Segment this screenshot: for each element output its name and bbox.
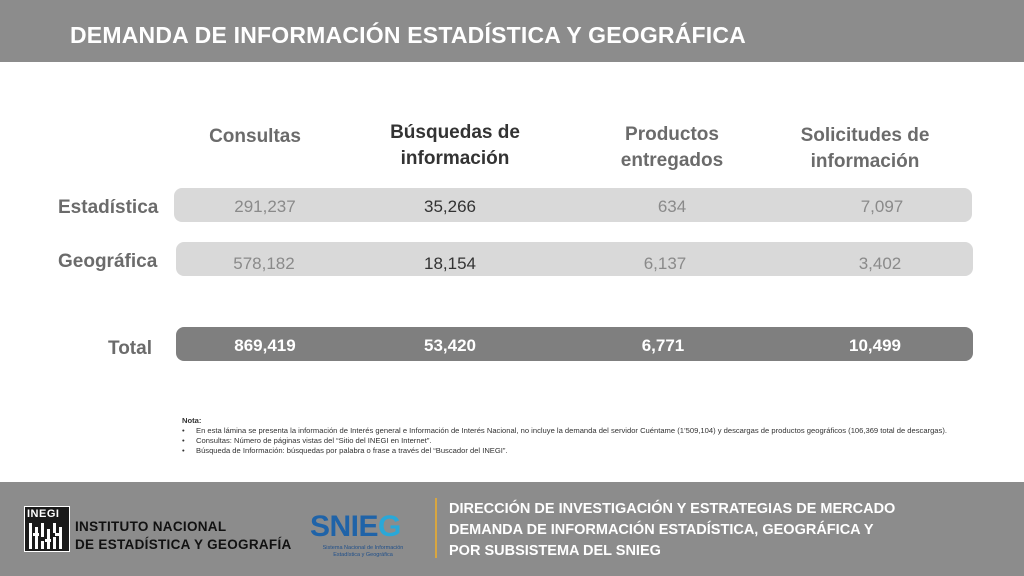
table-cell: 634 (657, 197, 687, 216)
table-cell-total: 53,420 (424, 336, 476, 355)
footer-text: DIRECCIÓN DE INVESTIGACIÓN Y ESTRATEGIAS… (449, 499, 895, 562)
column-header-solicitudes: Solicitudes de información (775, 123, 955, 175)
column-header-line: Consultas (209, 126, 301, 147)
inegi-name: INSTITUTO NACIONAL DE ESTADÍSTICA Y GEOG… (75, 518, 292, 554)
table-row-estadistica (174, 188, 972, 222)
table-cell: 578,182 (233, 254, 295, 273)
table-cell: 35,266 (424, 197, 476, 216)
note-item: Búsqueda de Información: búsquedas por p… (182, 446, 952, 456)
header-bar: DEMANDA DE INFORMACIÓN ESTADÍSTICA Y GEO… (0, 0, 1024, 62)
table-cell-total: 10,499 (849, 336, 901, 355)
snieg-subtitle: Sistema Nacional de Información Estadíst… (322, 545, 404, 558)
snieg-logo: SNIEG (310, 510, 401, 544)
inegi-logo-text: INEGI (27, 508, 60, 520)
column-header-consultas: Consultas (185, 124, 325, 150)
column-header-line: entregados (620, 150, 724, 171)
column-header-busquedas: Búsquedas de información (370, 120, 540, 172)
table-cell: 3,402 (858, 254, 902, 273)
table-cell-total: 6,771 (641, 336, 685, 355)
footer-bar (0, 482, 1024, 576)
table-row-total (176, 327, 973, 361)
footer-text-line: DIRECCIÓN DE INVESTIGACIÓN Y ESTRATEGIAS… (449, 501, 896, 517)
table-row-geografica (176, 242, 973, 276)
notes-list: En esta lámina se presenta la informació… (182, 426, 952, 456)
snieg-logo-main: SNIE (310, 510, 379, 543)
footer-divider (435, 498, 437, 558)
column-header-line: Búsquedas de (390, 122, 520, 143)
column-header-line: Solicitudes de (800, 125, 930, 146)
inegi-name-line: DE ESTADÍSTICA Y GEOGRAFÍA (75, 537, 292, 552)
row-label-estadistica: Estadística (58, 197, 159, 218)
footer-text-line: DEMANDA DE INFORMACIÓN ESTADÍSTICA, GEOG… (449, 522, 874, 538)
notes-block: Nota: En esta lámina se presenta la info… (182, 416, 952, 456)
column-header-line: información (400, 148, 510, 169)
inegi-logo-icon: INEGI (24, 506, 70, 552)
footer-text-line: POR SUBSISTEMA DEL SNIEG (449, 543, 661, 559)
inegi-name-line: INSTITUTO NACIONAL (75, 519, 227, 534)
notes-title: Nota: (182, 416, 202, 425)
column-header-productos: Productos entregados (592, 122, 752, 174)
inegi-logo-pattern-icon (29, 523, 62, 549)
note-item: En esta lámina se presenta la informació… (182, 426, 952, 436)
row-label-geografica: Geográfica (58, 251, 158, 272)
column-header-line: Productos (625, 124, 719, 145)
snieg-logo-g: G (378, 510, 401, 543)
table-cell: 6,137 (643, 254, 687, 273)
page-title: DEMANDA DE INFORMACIÓN ESTADÍSTICA Y GEO… (70, 22, 746, 48)
note-item: Consultas: Número de páginas vistas del … (182, 436, 952, 446)
row-label-total: Total (108, 338, 152, 359)
table-cell: 18,154 (424, 254, 476, 273)
column-header-line: información (810, 151, 920, 172)
table-cell-total: 869,419 (234, 336, 296, 355)
table-cell: 291,237 (234, 197, 296, 216)
table-cell: 7,097 (860, 197, 904, 216)
